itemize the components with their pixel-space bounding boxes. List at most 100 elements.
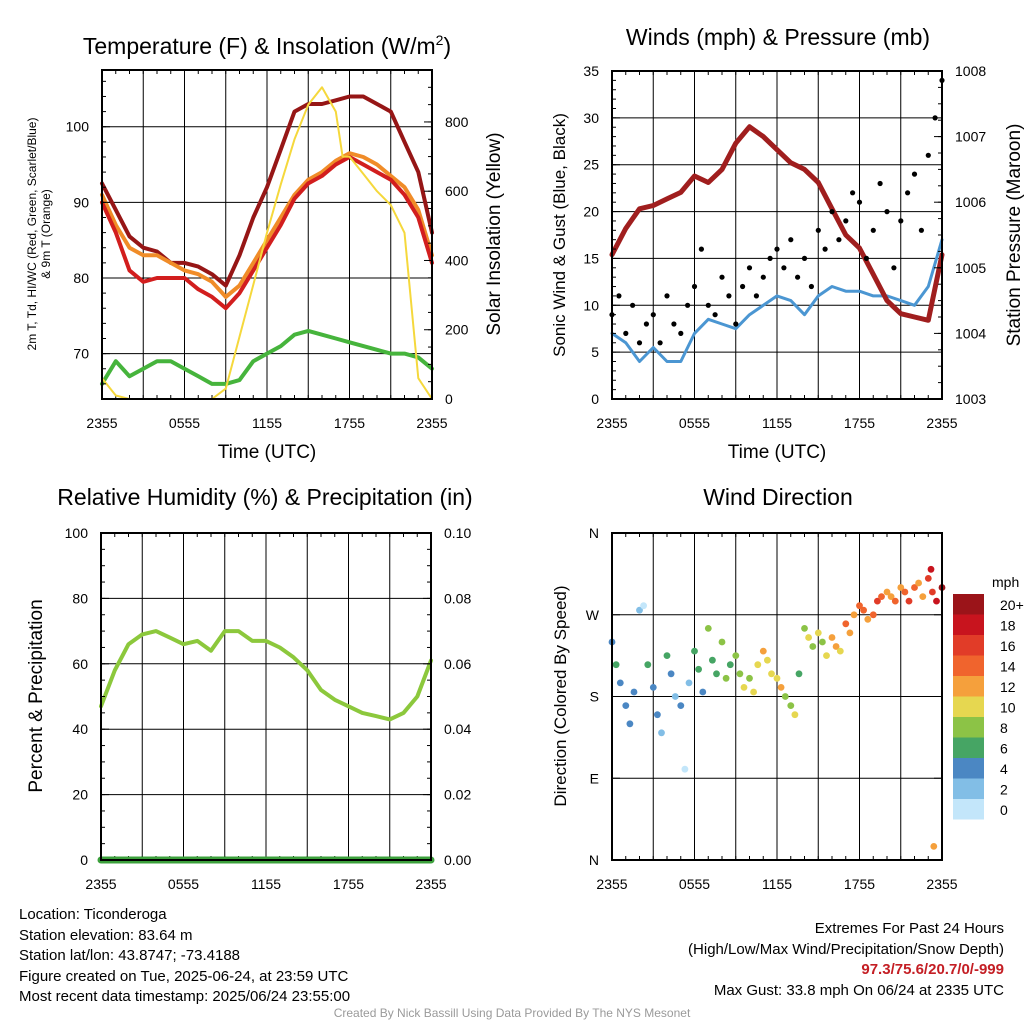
winds-gust-point bbox=[808, 283, 815, 290]
winds-gust-point bbox=[822, 246, 828, 252]
winds-y-tick-label: 35 bbox=[583, 63, 599, 79]
humidity-y2-tick-label: 0.00 bbox=[444, 852, 471, 868]
temperature-y2-tick-label: 200 bbox=[445, 322, 469, 338]
wind-direction-grid bbox=[612, 533, 942, 860]
humidity-y2-tick-label: 0.06 bbox=[444, 656, 471, 672]
temperature-x-tick-label: 2355 bbox=[416, 415, 447, 431]
speed-legend-label: 8 bbox=[1000, 720, 1008, 736]
winds-gust-point bbox=[685, 302, 691, 308]
winds-gust-point bbox=[781, 265, 787, 271]
wind-direction-point bbox=[809, 643, 817, 650]
wind-direction-point bbox=[836, 647, 844, 655]
temperature-frame bbox=[101, 69, 433, 400]
wind-direction-point bbox=[764, 656, 771, 664]
wind-direction-point bbox=[740, 684, 748, 691]
speed-legend-swatch bbox=[953, 696, 984, 717]
winds-gust-point bbox=[705, 302, 711, 308]
wind-direction-point bbox=[919, 593, 927, 600]
wind-direction-point bbox=[750, 688, 757, 696]
speed-legend-label: 4 bbox=[1000, 761, 1008, 777]
wind-direction-point bbox=[640, 602, 647, 610]
winds-gust-point bbox=[650, 312, 656, 318]
extremes-title: Extremes For Past 24 Hours bbox=[814, 920, 1004, 937]
humidity-y-ticks: 0 20 40 60 80 100 bbox=[65, 525, 109, 868]
wind-direction-point bbox=[823, 652, 830, 659]
winds-y-tick-label: 5 bbox=[591, 344, 599, 360]
wind-direction-x-tick-label: 2355 bbox=[596, 876, 627, 892]
temperature-title: Temperature (F) & Insolation (W/m2) bbox=[83, 32, 451, 59]
wind-direction-point bbox=[691, 647, 698, 655]
winds-gust-point bbox=[726, 293, 732, 299]
wind-direction-point bbox=[718, 638, 726, 646]
wind-direction-point bbox=[805, 634, 812, 641]
winds-gust-point bbox=[630, 302, 636, 308]
temperature-y2-tick-label: 800 bbox=[445, 114, 469, 130]
temperature-series-9m-t bbox=[100, 151, 434, 299]
temperature-x-tick-label: 1155 bbox=[252, 415, 282, 431]
winds-gust-point bbox=[616, 293, 622, 299]
extremes-values: 97.3/75.6/20.7/0/-999 bbox=[861, 961, 1004, 978]
wind-direction-point bbox=[649, 684, 657, 691]
temperature-y-label-line1: 2m T, Td, HI/WC (Red, Green, Scarlet/Blu… bbox=[25, 118, 39, 351]
wind-direction-point bbox=[911, 584, 918, 591]
temperature-y2-tick-label: 0 bbox=[445, 391, 453, 407]
winds-gust-point bbox=[664, 293, 670, 299]
temperature-y-tick-label: 70 bbox=[73, 346, 89, 362]
winds-series-station-pressure bbox=[609, 124, 945, 323]
max-gust: Max Gust: 33.8 mph On 06/24 at 2335 UTC bbox=[713, 981, 1004, 999]
wind-direction-panel: Wind Direction 2355 0555 1155 1755 2355 N E S W… bbox=[551, 484, 1024, 892]
winds-gust-point bbox=[678, 330, 684, 336]
wind-direction-point bbox=[699, 688, 707, 696]
wind-direction-point bbox=[801, 625, 808, 632]
winds-gust-point bbox=[623, 330, 629, 336]
wind-direction-y-label: Direction (Colored By Speed) bbox=[551, 585, 570, 806]
winds-gust-point bbox=[884, 209, 890, 215]
wind-direction-y-tick-label: N bbox=[589, 525, 599, 541]
wind-direction-x-tick-label: 1155 bbox=[762, 876, 792, 892]
wind-direction-title: Wind Direction bbox=[703, 484, 853, 510]
wind-direction-point bbox=[878, 593, 885, 600]
wind-direction-point bbox=[622, 702, 630, 709]
winds-y-ticks: 0 5 10 15 20 25 30 35 bbox=[583, 63, 620, 407]
speed-legend-swatch bbox=[953, 737, 984, 758]
winds-gust-point bbox=[719, 274, 725, 280]
wind-direction-point bbox=[930, 843, 938, 850]
speed-legend-label: 14 bbox=[1000, 659, 1016, 675]
winds-gust-point bbox=[829, 209, 835, 215]
humidity-y-tick-label: 60 bbox=[72, 656, 88, 672]
wind-direction-point bbox=[897, 584, 905, 591]
wind-direction-point bbox=[933, 597, 940, 605]
extremes-info: Extremes For Past 24 Hours (High/Low/Max… bbox=[688, 919, 1004, 1001]
winds-gust-point bbox=[740, 283, 746, 290]
winds-y2-ticks: 1003 1004 1005 1006 1007 1008 bbox=[934, 63, 986, 407]
speed-legend-swatch bbox=[953, 799, 984, 820]
winds-panel: Winds (mph) & Pressure (mb) 2355 0555 1155… bbox=[550, 24, 1024, 463]
figure-created: Figure created on Tue, 2025-06-24, at 23… bbox=[19, 967, 349, 985]
winds-y2-tick-label: 1006 bbox=[955, 194, 986, 210]
wind-direction-point bbox=[814, 629, 822, 637]
wind-direction-point bbox=[929, 588, 936, 596]
wind-direction-x-tick-label: 0555 bbox=[679, 876, 710, 892]
winds-gust-point bbox=[760, 274, 766, 280]
humidity-x-tick-label: 2355 bbox=[85, 876, 116, 892]
wind-direction-point bbox=[736, 670, 744, 678]
speed-legend-swatch bbox=[953, 717, 984, 738]
extremes-subtitle: (High/Low/Max Wind/Precipitation/Snow De… bbox=[688, 940, 1004, 958]
winds-gust-point bbox=[932, 115, 938, 121]
winds-gust-point bbox=[698, 246, 705, 252]
temperature-y2-label: Solar Insolation (Yellow) bbox=[484, 132, 505, 335]
temperature-series-td bbox=[100, 328, 434, 386]
humidity-x-tick-label: 1155 bbox=[251, 876, 281, 892]
speed-legend-swatch bbox=[953, 635, 984, 656]
winds-x-tick-label: 1755 bbox=[844, 415, 875, 431]
winds-gust-point bbox=[801, 255, 808, 261]
winds-gust-point bbox=[877, 180, 883, 187]
winds-gust-point bbox=[918, 227, 925, 233]
winds-gust-point bbox=[753, 293, 760, 299]
humidity-y2-ticks: 0.00 0.02 0.04 0.06 0.08 0.10 bbox=[423, 525, 471, 868]
wind-direction-point bbox=[754, 661, 762, 669]
winds-y2-tick-label: 1005 bbox=[955, 260, 986, 276]
winds-gust-point bbox=[856, 199, 863, 205]
wind-direction-y-tick-label: N bbox=[589, 852, 599, 868]
wind-direction-series bbox=[608, 565, 946, 850]
